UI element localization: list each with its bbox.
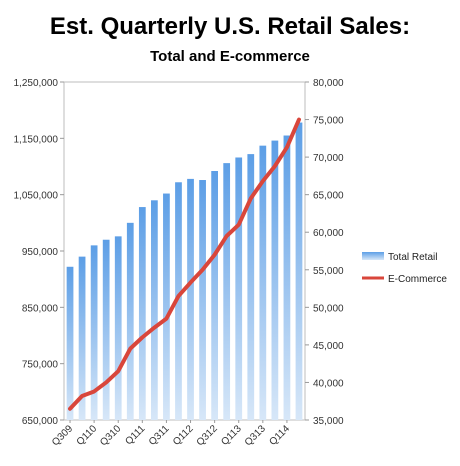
chart-title: Est. Quarterly U.S. Retail Sales: bbox=[50, 13, 410, 40]
x-axis-tick-label: Q113 bbox=[219, 423, 244, 448]
chart-subtitle: Total and E-commerce bbox=[150, 48, 310, 65]
right-axis-tick-label: 70,000 bbox=[313, 153, 344, 164]
bar-total-retail bbox=[175, 182, 182, 420]
right-axis-tick-label: 60,000 bbox=[313, 228, 344, 239]
left-axis-tick-label: 1,050,000 bbox=[14, 191, 59, 202]
legend-label-ecommerce: E-Commerce bbox=[388, 274, 447, 285]
x-axis-tick-label: Q110 bbox=[75, 423, 100, 448]
right-axis-tick-label: 75,000 bbox=[313, 116, 344, 127]
x-axis-tick-label: Q311 bbox=[147, 423, 172, 448]
left-axis-tick-label: 750,000 bbox=[22, 360, 59, 371]
right-axis-tick-label: 65,000 bbox=[313, 191, 344, 202]
bar-total-retail bbox=[163, 193, 170, 420]
right-axis-tick-label: 45,000 bbox=[313, 341, 344, 352]
bar-total-retail bbox=[78, 256, 86, 420]
bar-total-retail bbox=[295, 122, 303, 420]
legend-label-total-retail: Total Retail bbox=[388, 252, 437, 263]
x-axis-tick-label: Q112 bbox=[171, 423, 196, 448]
left-axis-tick-label: 950,000 bbox=[22, 247, 59, 258]
bar-total-retail bbox=[90, 245, 98, 420]
right-axis-tick-label: 50,000 bbox=[313, 303, 344, 314]
right-axis-tick-label: 55,000 bbox=[313, 266, 344, 277]
left-axis-tick-label: 850,000 bbox=[22, 303, 59, 314]
x-axis-tick-label: Q310 bbox=[98, 423, 123, 448]
bar-total-retail bbox=[102, 239, 110, 420]
bar-total-retail bbox=[199, 180, 206, 420]
x-axis-tick-label: Q312 bbox=[195, 423, 220, 448]
plot-area: 650,000 750,000 850,000 950,000 1,050,000 1,1… bbox=[14, 78, 345, 448]
bar-total-retail bbox=[151, 200, 158, 420]
left-axis-tick-label: 650,000 bbox=[22, 416, 59, 427]
left-axis-tick-label: 1,150,000 bbox=[14, 134, 59, 145]
bar-total-retail bbox=[259, 145, 267, 420]
x-axis-tick-label: Q114 bbox=[267, 423, 292, 448]
bar-total-retail bbox=[223, 163, 231, 420]
right-axis-tick-label: 80,000 bbox=[313, 78, 344, 89]
bar-total-retail bbox=[66, 266, 74, 420]
bar-total-retail bbox=[247, 154, 255, 420]
bar-total-retail bbox=[138, 207, 146, 420]
chart-legend: Total Retail E-Commerce bbox=[362, 252, 447, 285]
bar-total-retail bbox=[114, 236, 122, 420]
right-axis-tick-label: 40,000 bbox=[313, 378, 344, 389]
bar-total-retail bbox=[271, 140, 279, 420]
x-axis-tick-label: Q313 bbox=[243, 423, 268, 448]
bar-total-retail bbox=[211, 171, 218, 420]
plot-frame bbox=[63, 81, 306, 421]
bar-total-retail bbox=[187, 178, 194, 420]
x-axis-tick-label: Q111 bbox=[123, 423, 147, 447]
bar-total-retail bbox=[283, 135, 291, 420]
left-axis-tick-label: 1,250,000 bbox=[14, 78, 59, 89]
line-ecommerce bbox=[68, 117, 301, 411]
right-axis-tick-label: 35,000 bbox=[313, 416, 344, 427]
bar-total-retail bbox=[126, 222, 134, 420]
bar-total-retail bbox=[235, 157, 243, 420]
legend-swatch-total-retail bbox=[362, 252, 384, 260]
